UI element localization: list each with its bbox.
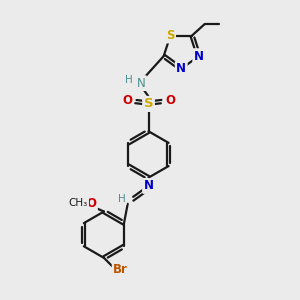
Text: N: N [143,179,154,193]
Text: CH₃: CH₃ [68,198,88,208]
Text: O: O [86,197,96,210]
Text: O: O [122,94,132,106]
Text: N: N [176,62,186,75]
Text: O: O [165,94,175,106]
Text: N: N [137,76,146,90]
Text: S: S [144,98,153,110]
Text: N: N [194,50,204,63]
Text: S: S [166,29,175,42]
Text: H: H [125,75,133,85]
Text: H: H [118,194,126,204]
Text: Br: Br [113,263,128,276]
